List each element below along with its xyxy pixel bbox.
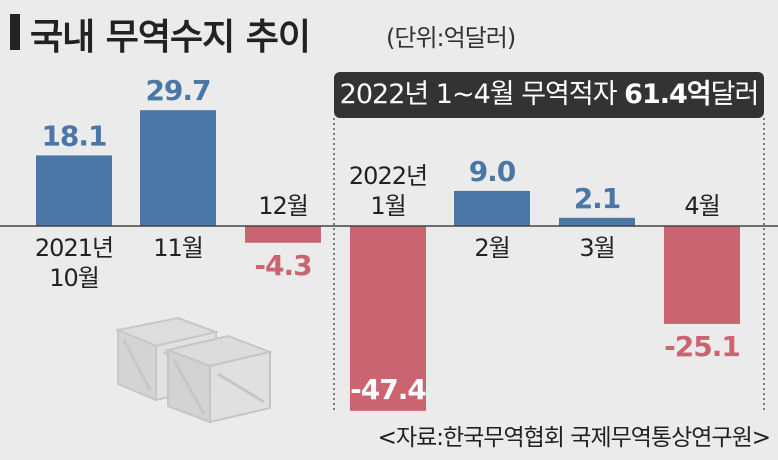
data-label: 18.1 — [41, 119, 106, 152]
bar — [350, 226, 426, 411]
unit-label: (단위:억달러) — [386, 24, 516, 52]
category-label: 11월 — [153, 234, 203, 262]
data-label: -4.3 — [254, 249, 311, 282]
data-label: 2.1 — [574, 182, 621, 215]
bar — [36, 155, 112, 226]
data-label: 29.7 — [145, 74, 210, 107]
data-label: -25.1 — [664, 330, 740, 363]
category-label: 3월 — [579, 234, 614, 262]
data-label: 9.0 — [469, 155, 516, 188]
category-label: 4월 — [684, 192, 719, 220]
bar — [140, 110, 216, 226]
source-note: <자료:한국무역협회 국제무역통상연구원> — [377, 425, 771, 451]
banner-prefix: 2022년 1~4월 무역적자 — [339, 79, 625, 110]
category-label: 2021년 — [35, 234, 113, 262]
category-label: 2월 — [474, 234, 509, 262]
page-title: 국내 무역수지 추이 — [30, 17, 311, 58]
category-label: 10월 — [49, 264, 99, 292]
category-label: 2022년 — [349, 162, 427, 190]
bar — [454, 190, 530, 226]
period-summary-banner: 2022년 1~4월 무역적자 61.4억달러 — [334, 72, 764, 118]
bar — [245, 226, 321, 243]
banner-suffix: 달러 — [710, 79, 760, 110]
category-label: 1월 — [370, 192, 405, 220]
data-label: -47.4 — [350, 373, 426, 406]
category-label: 12월 — [258, 192, 308, 220]
shipping-crate-icon — [164, 334, 274, 424]
bar — [559, 217, 635, 226]
title-marker — [10, 14, 20, 50]
banner-highlight: 61.4억 — [624, 79, 711, 110]
bar — [664, 226, 740, 324]
